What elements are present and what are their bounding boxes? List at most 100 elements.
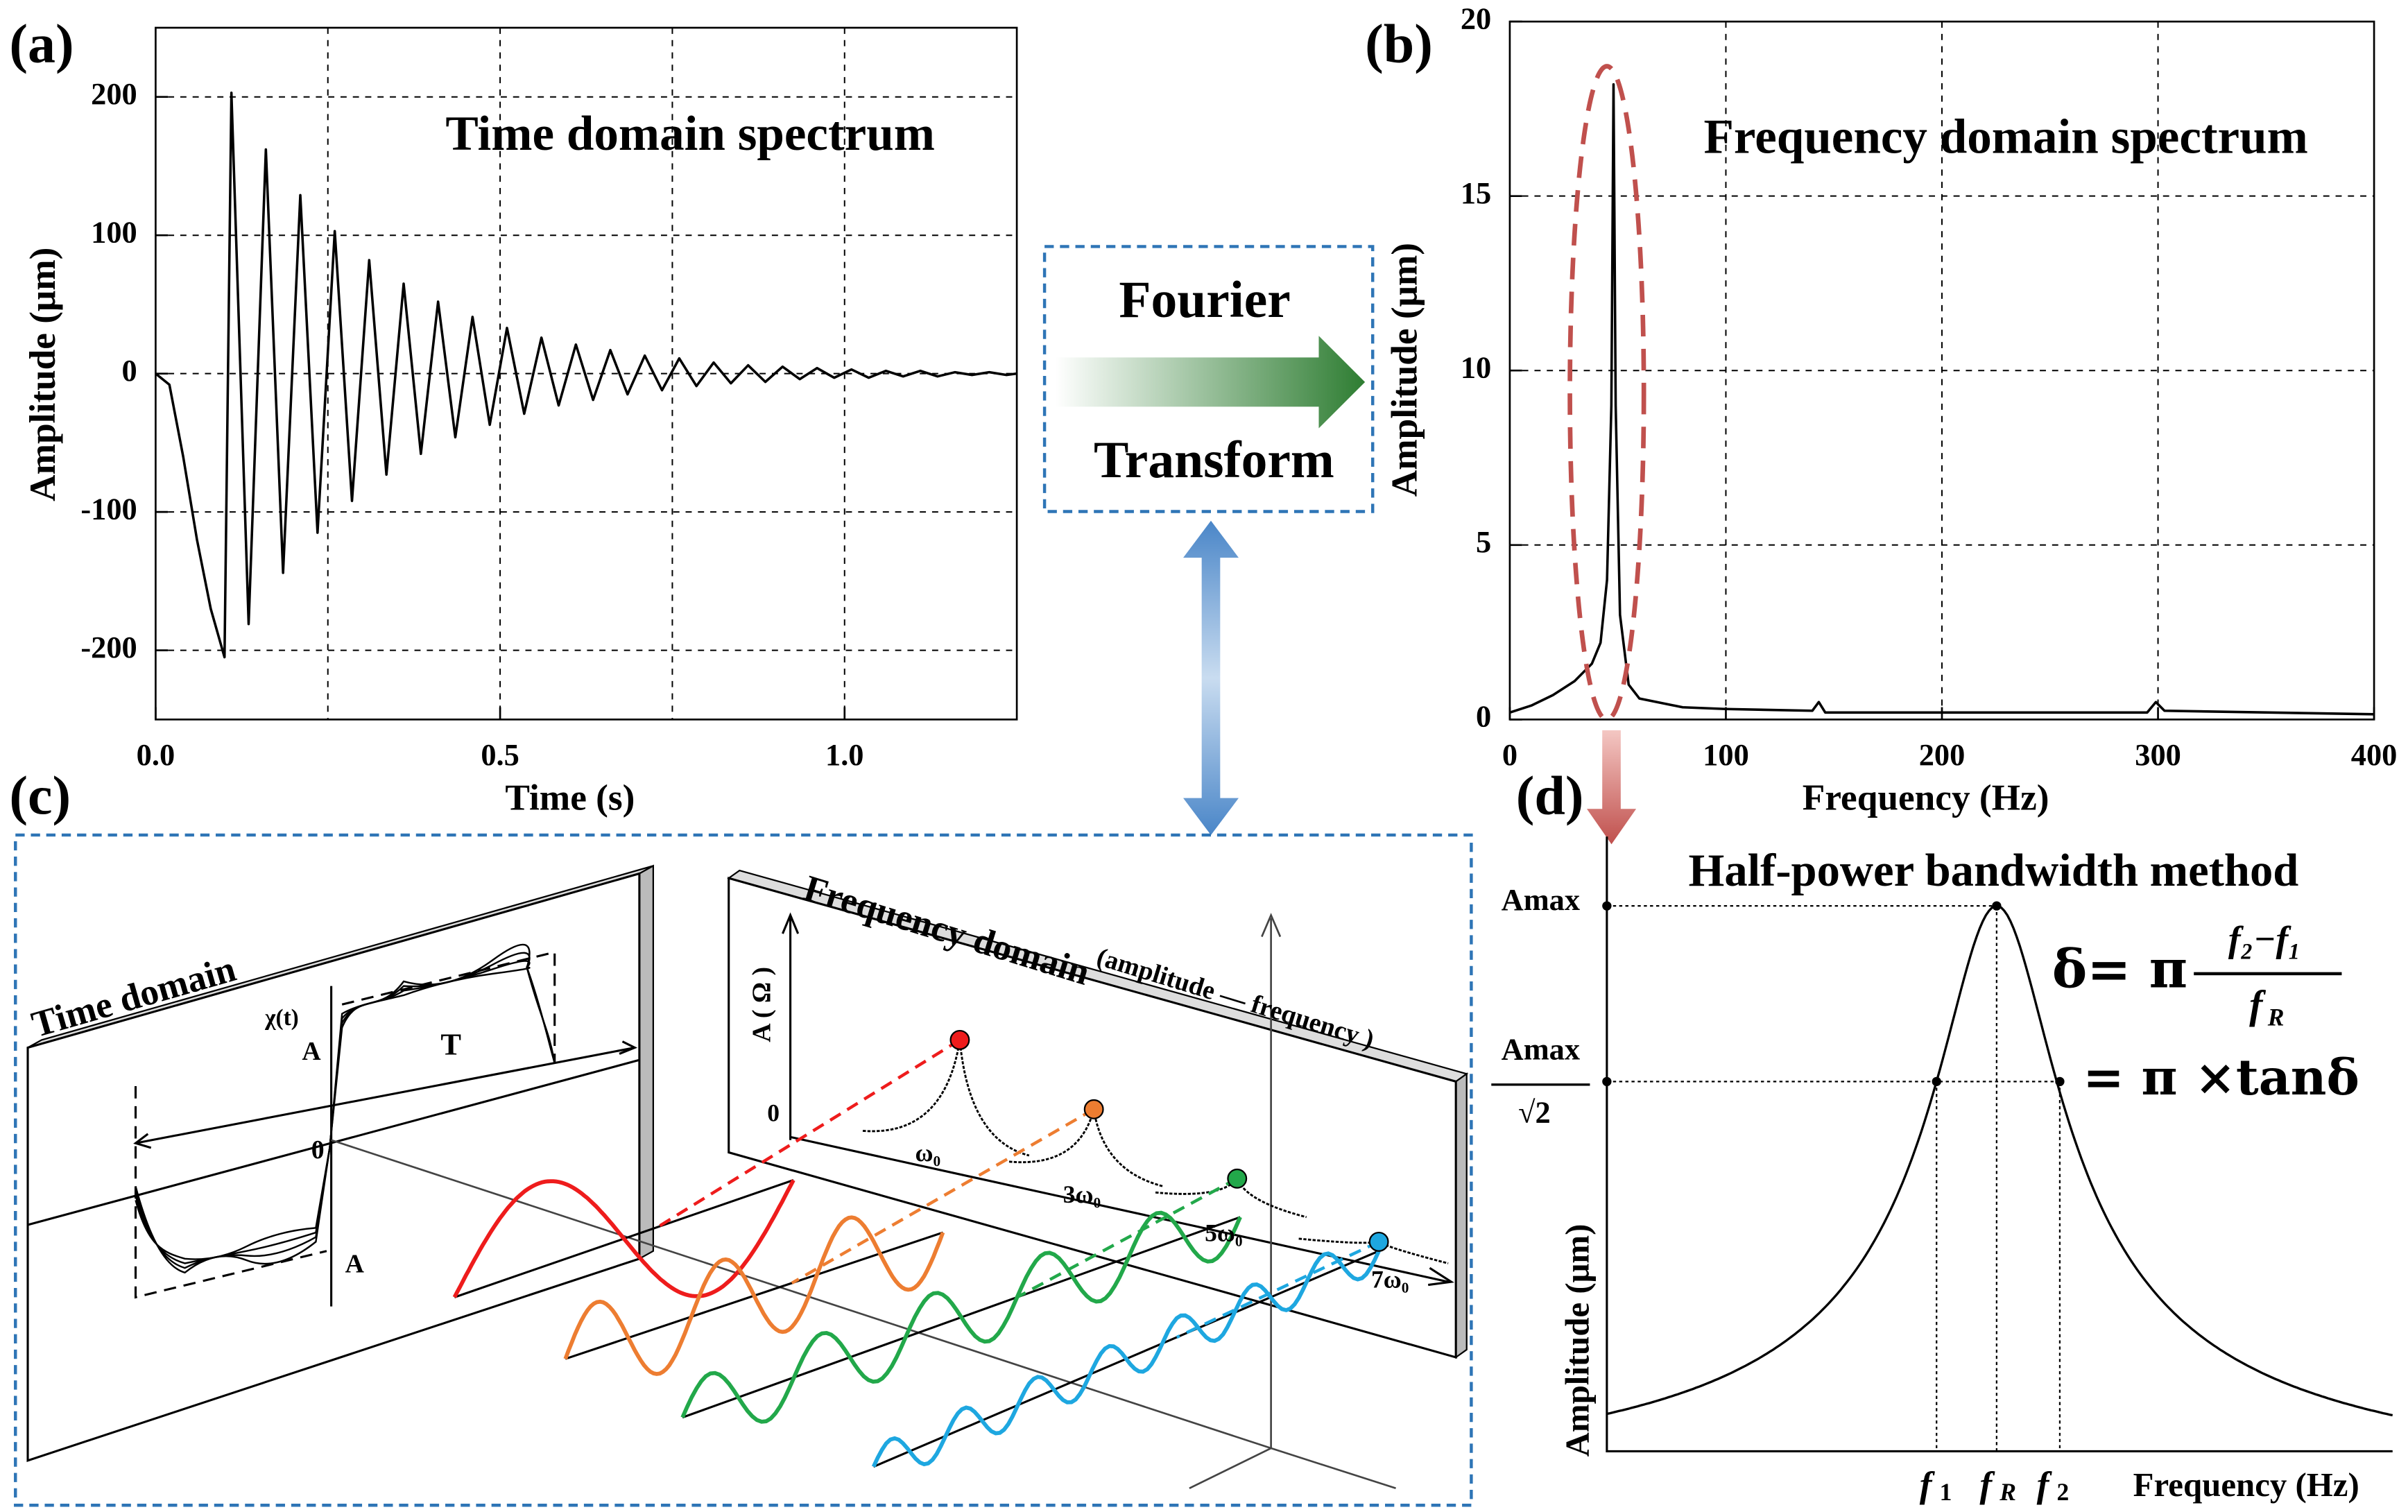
- square-wave: [135, 943, 556, 1260]
- guide-dot: [1602, 901, 1612, 911]
- board: [26, 872, 641, 1462]
- freq-mark: 2: [2056, 1478, 2069, 1506]
- x-tick-label: 0: [1502, 737, 1517, 772]
- harmonic-wave: [871, 1250, 1381, 1468]
- panel-label: (c): [9, 765, 71, 826]
- harmonic-wave: [563, 1215, 945, 1376]
- y-axis-label: Amplitude (μm): [22, 248, 63, 501]
- amax-label: Amax: [1502, 882, 1580, 917]
- transform-arrow: [1055, 336, 1366, 429]
- harmonic-wave: [680, 1210, 1242, 1424]
- y-tick-label: 200: [91, 76, 137, 111]
- axis-line: [331, 1139, 1396, 1490]
- link-line: [1176, 1240, 1380, 1339]
- guide-dot: [2055, 1076, 2065, 1087]
- formula: = π ×tanδ: [2083, 1048, 2359, 1106]
- formula: δ= π: [2052, 938, 2187, 999]
- arrow-head: [1427, 1266, 1454, 1287]
- axis-line: [1606, 836, 2393, 1453]
- freq-mark: f: [1979, 1463, 1995, 1505]
- board-edge: [638, 864, 654, 1260]
- data-line: [1509, 83, 2375, 716]
- board-edge: [1455, 1072, 1468, 1359]
- formula: R: [2267, 1004, 2285, 1031]
- square-outline: [134, 950, 556, 1299]
- y-tick-label: -100: [80, 491, 137, 526]
- arrow-head: [782, 912, 800, 934]
- y-axis-label: Amplitude (μm): [1558, 1224, 1596, 1457]
- x-axis-label: Frequency (Hz): [1803, 776, 2049, 818]
- y-tick-label: -200: [80, 630, 137, 664]
- panel-label: (b): [1365, 13, 1433, 74]
- x-axis-label: Frequency (Hz): [2133, 1466, 2359, 1504]
- harmonic-label: 7ω₀: [1371, 1265, 1409, 1293]
- harmonic-dot: [1368, 1231, 1389, 1252]
- guide-dot: [1602, 1076, 1612, 1087]
- x-tick-label: 0.0: [137, 737, 175, 772]
- axis-line: [27, 1058, 640, 1226]
- x-tick-label: 0.5: [481, 737, 519, 772]
- x-tick-label: 100: [1703, 737, 1749, 772]
- axis-line: [1261, 913, 1282, 1449]
- diagram-label: A ( Ω ): [747, 967, 776, 1042]
- formula: f₂−f₁: [2228, 918, 2301, 960]
- x-axis-label: Time (s): [505, 776, 635, 818]
- x-tick-label: 1.0: [825, 737, 864, 772]
- y-tick-label: 5: [1476, 524, 1491, 559]
- plot-frame: [1508, 20, 2375, 721]
- link-arrow: [1183, 520, 1239, 835]
- harmonic-dot: [949, 1029, 970, 1050]
- arrow-head: [133, 1040, 638, 1149]
- y-axis-label: Amplitude (μm): [1384, 243, 1425, 497]
- y-tick-label: 20: [1461, 1, 1491, 35]
- peak-highlight: [1567, 64, 1646, 722]
- spectral-peak: [1008, 1108, 1164, 1187]
- harmonic-label: 3ω₀: [1063, 1180, 1101, 1208]
- panel-label: (a): [9, 13, 74, 74]
- freq-mark: f: [1920, 1463, 1936, 1505]
- harmonic-wave: [452, 1179, 796, 1298]
- link-arrow: [1586, 730, 1637, 845]
- freq-mark: R: [1999, 1478, 2016, 1506]
- y-tick-label: 10: [1461, 350, 1491, 384]
- transform-box: [1042, 245, 1375, 513]
- diagram-label: χ(t): [264, 1005, 299, 1031]
- freq-mark: f: [2037, 1463, 2053, 1505]
- harmonic-dot: [1227, 1168, 1248, 1189]
- x-tick-label: 400: [2351, 737, 2398, 772]
- amax-label: Amax: [1502, 1031, 1580, 1066]
- diagram-label: A: [345, 1250, 364, 1279]
- guide-line: [1606, 905, 2061, 1452]
- y-tick-label: 15: [1461, 175, 1491, 210]
- chart-title: Time domain spectrum: [445, 107, 935, 161]
- diagram-title: Half-power bandwidth method: [1689, 845, 2299, 896]
- y-tick-label: 0: [1476, 699, 1491, 734]
- data-line: [155, 91, 1017, 659]
- y-tick-label: 100: [91, 214, 137, 249]
- harmonic-dot: [1083, 1099, 1104, 1119]
- y-tick-label: 0: [122, 353, 137, 388]
- diagram-label: T: [440, 1027, 461, 1062]
- diagram-label: 0: [311, 1135, 325, 1165]
- period-arrow: [135, 1046, 635, 1144]
- freq-mark: 1: [1940, 1478, 1952, 1506]
- guide-dot: [1932, 1076, 1941, 1087]
- formula: f: [2249, 983, 2267, 1027]
- root-label: √2: [1518, 1094, 1551, 1129]
- diagram-label: 0: [767, 1099, 780, 1126]
- x-tick-label: 200: [1919, 737, 1966, 772]
- transform-label: Fourier: [1119, 271, 1290, 329]
- diagram-frame: [14, 833, 1473, 1507]
- chart-title: Frequency domain spectrum: [1704, 110, 2308, 164]
- harmonic-label: ω₀: [915, 1139, 941, 1167]
- harmonic-label: 5ω₀: [1205, 1219, 1242, 1247]
- x-tick-label: 300: [2135, 737, 2181, 772]
- link-line: [1016, 1177, 1238, 1299]
- link-line: [791, 1108, 1095, 1285]
- panel-label: (d): [1516, 765, 1584, 826]
- axis-line: [790, 1135, 1449, 1283]
- guide-dot: [1992, 901, 2002, 911]
- transform-label: Transform: [1094, 431, 1334, 489]
